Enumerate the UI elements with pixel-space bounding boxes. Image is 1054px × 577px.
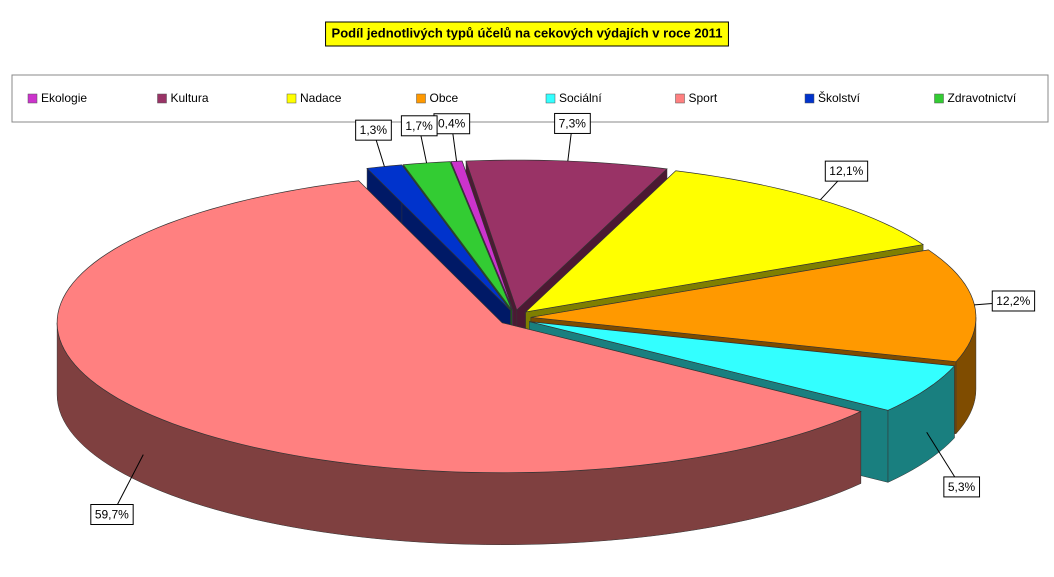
legend-box <box>11 74 1049 123</box>
value-label-box <box>355 119 392 141</box>
slice <box>366 164 511 311</box>
legend-swatch <box>675 93 685 104</box>
legend-swatch <box>416 93 426 104</box>
value-label-box <box>554 112 591 134</box>
legend-swatch <box>934 93 944 104</box>
slice <box>56 180 862 474</box>
value-label: 1,3% <box>360 123 388 137</box>
legend-label: Kultura <box>171 91 209 105</box>
title-box <box>325 21 729 47</box>
chart-title: Podíl jednotlivých typů účelů na cekovýc… <box>332 25 723 40</box>
legend-label: Obce <box>430 91 459 105</box>
slice <box>465 159 668 311</box>
value-label: 59,7% <box>95 508 129 522</box>
slice <box>56 180 862 545</box>
legend-label: Školství <box>818 90 861 105</box>
slice <box>530 249 977 363</box>
value-label: 12,2% <box>996 294 1030 308</box>
legend-label: Ekologie <box>41 91 87 105</box>
legend-swatch <box>286 93 297 104</box>
legend-label: Zdravotnictví <box>948 91 1017 105</box>
value-label: 0,4% <box>438 117 466 131</box>
slice <box>402 161 513 311</box>
value-label: 1,7% <box>405 119 433 133</box>
value-label: 12,1% <box>829 164 863 178</box>
legend-label: Sociální <box>559 91 602 105</box>
value-label: 7,3% <box>559 116 587 130</box>
slice <box>529 321 956 411</box>
value-label-box <box>991 290 1036 312</box>
legend-label: Nadace <box>300 91 342 105</box>
legend-swatch <box>545 93 556 104</box>
legend-swatch <box>157 93 167 104</box>
value-label-box <box>943 476 981 498</box>
slice <box>450 160 514 311</box>
legend-swatch <box>804 93 815 104</box>
value-label-box <box>824 160 869 182</box>
legend-label: Sport <box>689 91 718 105</box>
value-label: 5,3% <box>948 480 976 494</box>
legend-swatch <box>27 93 38 104</box>
value-label-box <box>400 115 438 137</box>
value-label-box <box>90 504 134 526</box>
